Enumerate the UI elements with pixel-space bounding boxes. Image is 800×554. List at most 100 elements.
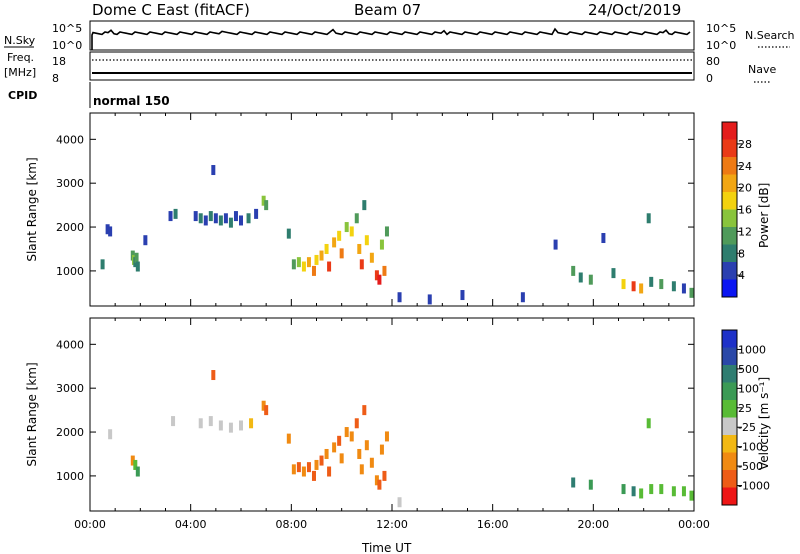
x-axis-label: Time UT bbox=[361, 541, 412, 554]
power-colorbar-tick-label: 16 bbox=[738, 204, 752, 217]
nave-tick-high: 80 bbox=[706, 55, 720, 68]
power-cell bbox=[223, 213, 228, 224]
velocity-cell bbox=[362, 405, 367, 416]
velocity-cell bbox=[198, 418, 203, 429]
velocity-colorbar-tick-label: 500 bbox=[738, 363, 759, 376]
power-frame bbox=[89, 112, 695, 307]
power-cell bbox=[601, 233, 606, 244]
velocity-cell bbox=[296, 462, 301, 473]
power-cell bbox=[228, 217, 233, 228]
velocity-cell bbox=[291, 464, 296, 475]
velocity-colorbar-tick-label: 100 bbox=[738, 382, 759, 395]
nsearch-label: N.Search bbox=[745, 29, 795, 42]
velocity-colorbar-tick-label: -500 bbox=[738, 460, 763, 473]
power-panel: 1000 2000 3000 4000 Slant Range [km] bbox=[25, 112, 695, 307]
velocity-cell bbox=[311, 470, 316, 481]
power-cell bbox=[193, 211, 198, 222]
velocity-xtick-label: 00:00 bbox=[74, 518, 106, 531]
velocity-cell bbox=[286, 433, 291, 444]
power-cell bbox=[349, 226, 354, 237]
velocity-cell bbox=[327, 466, 332, 477]
velocity-xtick-label: 04:00 bbox=[175, 518, 207, 531]
power-cell bbox=[578, 272, 583, 283]
power-colorbar: 4 8 12 16 20 24 28 bbox=[721, 121, 752, 298]
velocity-colorbar-label: Velocity [m s⁻¹] bbox=[757, 377, 771, 470]
velocity-cell bbox=[639, 488, 644, 499]
velocity-cell bbox=[344, 427, 349, 438]
velocity-cell bbox=[681, 486, 686, 497]
power-cell bbox=[621, 279, 626, 290]
nsky-panel bbox=[89, 20, 695, 51]
power-cell bbox=[324, 243, 329, 254]
power-cell bbox=[339, 248, 344, 259]
power-cell bbox=[379, 239, 384, 250]
velocity-cell bbox=[621, 484, 626, 495]
velocity-ytick-label: 2000 bbox=[56, 426, 84, 439]
power-cell bbox=[382, 265, 387, 276]
freq-tick-low: 8 bbox=[52, 72, 59, 85]
radar-title: Dome C East (fitACF) bbox=[92, 1, 250, 19]
power-cell bbox=[254, 208, 259, 219]
power-cell bbox=[359, 259, 364, 270]
power-cell bbox=[246, 213, 251, 224]
velocity-cell bbox=[397, 497, 402, 508]
velocity-cell bbox=[208, 416, 213, 427]
velocity-xtick-label: 16:00 bbox=[477, 518, 509, 531]
power-cell bbox=[332, 237, 337, 248]
velocity-xtick-label: 20:00 bbox=[577, 518, 609, 531]
power-cell bbox=[357, 243, 362, 254]
power-cell bbox=[646, 213, 651, 224]
velocity-colorbar-tick-label: -100 bbox=[738, 441, 763, 454]
power-cell bbox=[337, 230, 342, 241]
power-cell bbox=[105, 224, 110, 235]
velocity-cell bbox=[261, 400, 266, 411]
velocity-cell bbox=[264, 405, 269, 416]
power-cell bbox=[639, 283, 644, 294]
power-cell bbox=[681, 283, 686, 294]
power-cell bbox=[134, 252, 139, 263]
velocity-cell bbox=[349, 431, 354, 442]
power-cell bbox=[211, 165, 216, 176]
freq-tick-high: 18 bbox=[52, 55, 66, 68]
power-cell bbox=[108, 226, 113, 237]
cpid-value: normal 150 bbox=[93, 94, 170, 108]
power-cell bbox=[100, 259, 105, 270]
velocity-colorbar-segment bbox=[722, 470, 737, 488]
velocity-cell bbox=[319, 455, 324, 466]
power-cell bbox=[264, 200, 269, 211]
velocity-cell bbox=[108, 429, 113, 440]
power-cell bbox=[631, 281, 636, 292]
velocity-colorbar-segment bbox=[722, 330, 737, 348]
power-colorbar-segment bbox=[722, 157, 737, 175]
power-cell bbox=[143, 235, 148, 246]
velocity-cell bbox=[649, 484, 654, 495]
velocity-xtick-label: 00:00 bbox=[678, 518, 710, 531]
power-cell bbox=[553, 239, 558, 250]
velocity-cell bbox=[374, 475, 379, 486]
velocity-colorbar: -1000 -500 -100 -25 25 100 500 1000 bbox=[721, 329, 770, 506]
velocity-colorbar-segment bbox=[722, 382, 737, 400]
power-colorbar-segment bbox=[722, 192, 737, 210]
velocity-cell bbox=[306, 462, 311, 473]
power-colorbar-tick-label: 4 bbox=[738, 269, 745, 282]
nsky-tick-high: 10^5 bbox=[52, 22, 82, 35]
nsearch-tick-high: 10^5 bbox=[706, 22, 736, 35]
power-cell bbox=[296, 257, 301, 268]
velocity-frame bbox=[89, 317, 695, 512]
power-cell bbox=[218, 215, 223, 226]
velocity-colorbar-frame bbox=[721, 329, 738, 506]
power-cell bbox=[588, 274, 593, 285]
power-cell bbox=[374, 270, 379, 281]
velocity-cell bbox=[228, 422, 233, 433]
power-ytick-label: 2000 bbox=[56, 221, 84, 234]
power-cell bbox=[571, 265, 576, 276]
power-cell bbox=[362, 200, 367, 211]
power-colorbar-tick-label: 20 bbox=[738, 182, 752, 195]
power-cell bbox=[306, 257, 311, 268]
power-cell bbox=[261, 195, 266, 206]
velocity-cell bbox=[314, 459, 319, 470]
velocity-cell bbox=[689, 490, 694, 501]
velocity-cell bbox=[571, 477, 576, 488]
velocity-colorbar-segment bbox=[722, 435, 737, 453]
power-cell bbox=[291, 259, 296, 270]
